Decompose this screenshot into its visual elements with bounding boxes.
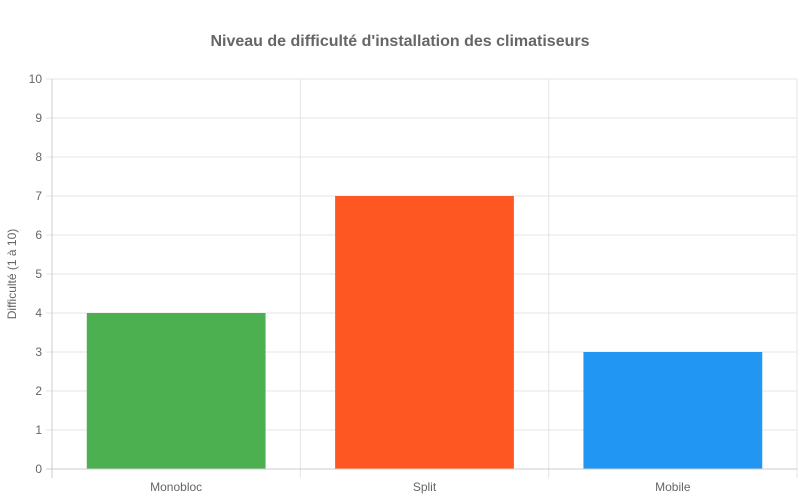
y-tick-label: 3 [35, 345, 42, 359]
tick-labels: 0 1 2 3 4 5 6 7 8 9 10 Monobloc Split Mobile [29, 72, 691, 494]
y-tick-label: 6 [35, 228, 42, 242]
x-tick-label: Mobile [655, 480, 691, 494]
y-tick-label: 5 [35, 267, 42, 281]
y-tick-label: 2 [35, 384, 42, 398]
y-tick-label: 10 [29, 72, 43, 86]
x-tick-label: Split [413, 480, 437, 494]
bars [86, 196, 763, 469]
y-tick-label: 8 [35, 150, 42, 164]
bar-mobile [583, 352, 763, 469]
x-tick-label: Monobloc [150, 480, 202, 494]
bar-monobloc [86, 313, 266, 469]
y-tick-label: 7 [35, 189, 42, 203]
chart-title: Niveau de difficulté d'installation des … [210, 33, 589, 50]
y-axis-title: Difficulté (1 à 10) [5, 229, 19, 320]
y-tick-label: 0 [35, 462, 42, 476]
y-tick-label: 9 [35, 111, 42, 125]
y-tick-label: 4 [35, 306, 42, 320]
bar-split [335, 196, 514, 469]
y-tick-label: 1 [35, 423, 42, 437]
axes [46, 79, 797, 478]
